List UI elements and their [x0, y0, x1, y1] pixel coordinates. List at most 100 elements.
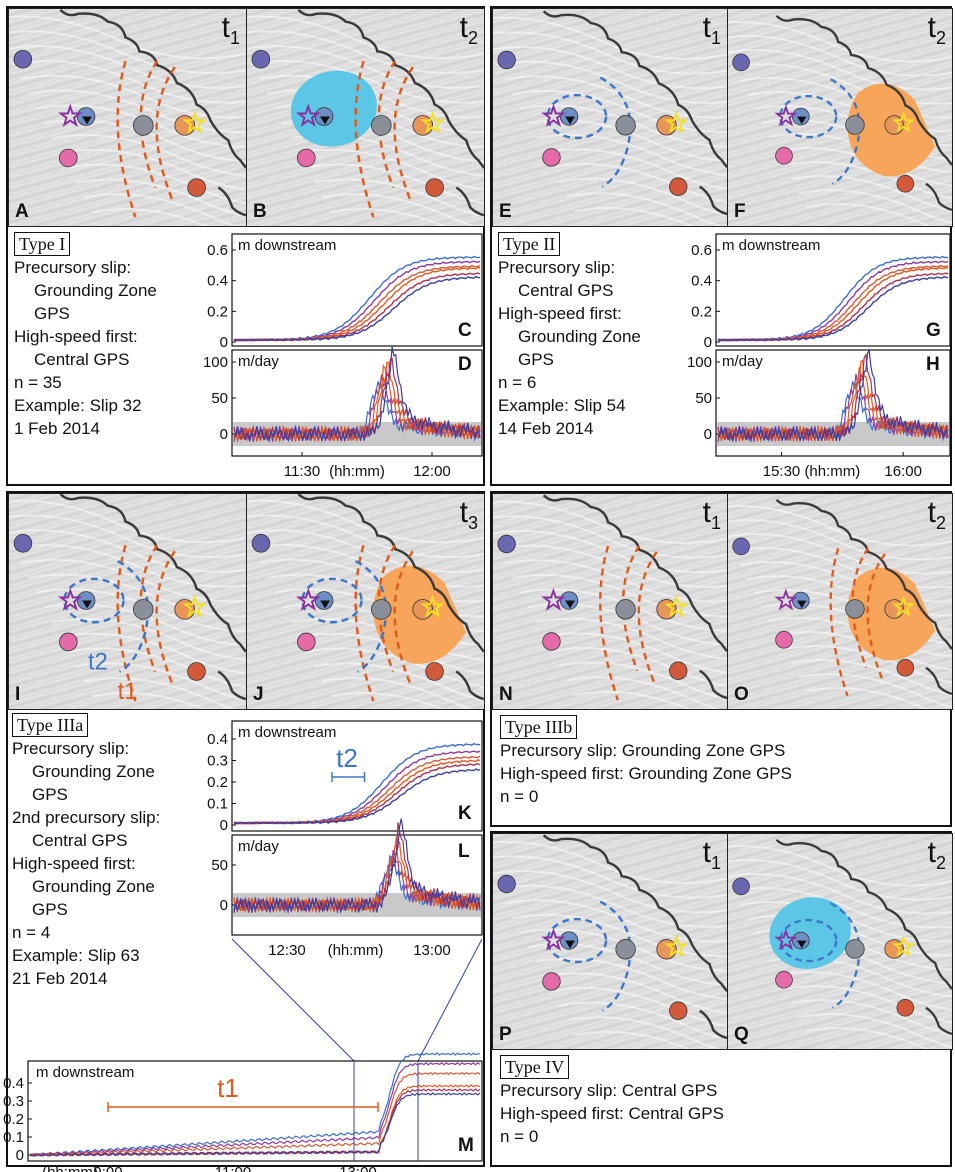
gps-central: [845, 115, 865, 135]
flow-line: [247, 499, 484, 544]
quadrant-type-3a: t2 t1 I t3 J Type IIIa Precursory slip: G…: [3, 491, 485, 1172]
data-series: [717, 347, 949, 443]
triangle-icon: [565, 940, 575, 949]
gps-central: [615, 115, 636, 136]
map-panel-f: t2 F: [727, 8, 953, 227]
map-drawing: [493, 494, 727, 709]
flow-line: [493, 16, 727, 60]
map-panel-o: t2 O: [727, 493, 953, 710]
gps-central: [615, 599, 636, 620]
flow-line: [806, 1027, 929, 1049]
slip-area: [769, 897, 851, 969]
flow-line: [91, 208, 209, 226]
coastline: [775, 14, 952, 166]
map-panel-b: t2 B: [246, 8, 485, 227]
flow-line: [512, 913, 727, 958]
flow-line: [731, 547, 952, 589]
t1-annotation: t1: [217, 1073, 239, 1103]
panel-letter: E: [499, 201, 512, 222]
flow-line: [806, 203, 931, 226]
map-drawing: [493, 10, 727, 226]
panel-letter: M: [458, 1135, 474, 1156]
flow-line: [91, 691, 207, 709]
map-drawing: [728, 498, 952, 709]
flow-line: [9, 529, 246, 573]
star-icon: [664, 110, 689, 134]
tick-label: 0.1: [3, 1129, 24, 1146]
y-axis-label: m downstream: [238, 237, 336, 254]
propagation-ring: [354, 60, 375, 218]
quadrant-type-1: t1 A t2 B Type I Precursory slip: Ground…: [6, 6, 485, 486]
map-drawing: [493, 834, 727, 1049]
triangle-icon: [797, 940, 807, 949]
flow-line: [247, 15, 484, 60]
coastline: [542, 494, 727, 652]
coastline: [455, 670, 484, 701]
flow-line: [9, 499, 246, 544]
plot-frame: [231, 720, 483, 832]
flow-line: [329, 208, 447, 226]
coastline: [775, 498, 952, 650]
info-line: 1 Feb 2014: [14, 419, 101, 438]
x-tick-label: 9:00: [93, 1164, 122, 1172]
info-line: High-speed first: Grounding Zone GPS: [500, 764, 792, 783]
type-label: Type IV: [500, 1055, 570, 1079]
flow-line: [329, 691, 445, 709]
gps-station: [251, 534, 271, 553]
quadrant-type-4: t1 P t2 Q Type IV Precursory slip: Centr…: [490, 831, 953, 1167]
star-icon: [774, 104, 798, 127]
flow-line: [321, 677, 474, 709]
flow-line: [728, 859, 952, 901]
flow-line: [493, 500, 727, 544]
flow-line: [566, 1016, 721, 1049]
star-icon: [58, 587, 83, 611]
triangle-icon: [82, 600, 92, 609]
time-label: t1: [702, 11, 721, 48]
flow-line: [36, 104, 246, 148]
flow-line: [535, 957, 727, 1000]
zoom-connector: [417, 938, 483, 1062]
propagation-ring: [546, 93, 608, 140]
data-series: [29, 1092, 481, 1157]
flow-line: [493, 870, 727, 914]
flow-line: [520, 588, 727, 632]
coastline: [217, 186, 246, 217]
flow-line: [298, 148, 484, 191]
flow-line: [728, 845, 952, 887]
flow-line: [791, 175, 952, 212]
map-drawing: t2 t1: [9, 494, 246, 709]
flow-line: [543, 632, 727, 674]
panel-letter: L: [458, 841, 470, 862]
flow-line: [52, 618, 246, 661]
star-icon: [420, 594, 445, 618]
info-line: High-speed first: Central GPS: [500, 1104, 724, 1123]
coastline: [925, 182, 952, 212]
map-panel-e: t1 E: [492, 8, 728, 227]
data-series: [233, 272, 481, 342]
gps-central: [371, 115, 392, 136]
plot-svg: m downstream 0 0.2 0.4 0.6 Gm/day 0 50 100 H 15:30…: [687, 233, 951, 480]
zoom-connector: [231, 938, 355, 1062]
flow-line: [493, 530, 727, 574]
tick-label: 0: [704, 426, 712, 443]
flow-line: [739, 901, 952, 943]
flow-line: [12, 59, 246, 104]
flow-line: [247, 30, 484, 74]
gps-station: [775, 146, 793, 165]
flow-line: [493, 855, 727, 899]
flow-line: [520, 104, 727, 148]
panel-letter: O: [734, 684, 749, 705]
data-series: [29, 1062, 481, 1157]
data-series: [233, 768, 481, 825]
gps-station: [542, 148, 561, 167]
data-series: [233, 255, 481, 342]
flow-line: [566, 676, 721, 709]
gps-central: [845, 939, 865, 959]
tick-label: 0: [220, 426, 228, 443]
flow-line: [566, 192, 725, 226]
flow-line: [83, 677, 236, 709]
triangle-icon: [797, 116, 807, 125]
info-line: Precursory slip:: [14, 258, 132, 277]
triangle-icon: [82, 116, 92, 125]
flow-line: [76, 662, 246, 702]
